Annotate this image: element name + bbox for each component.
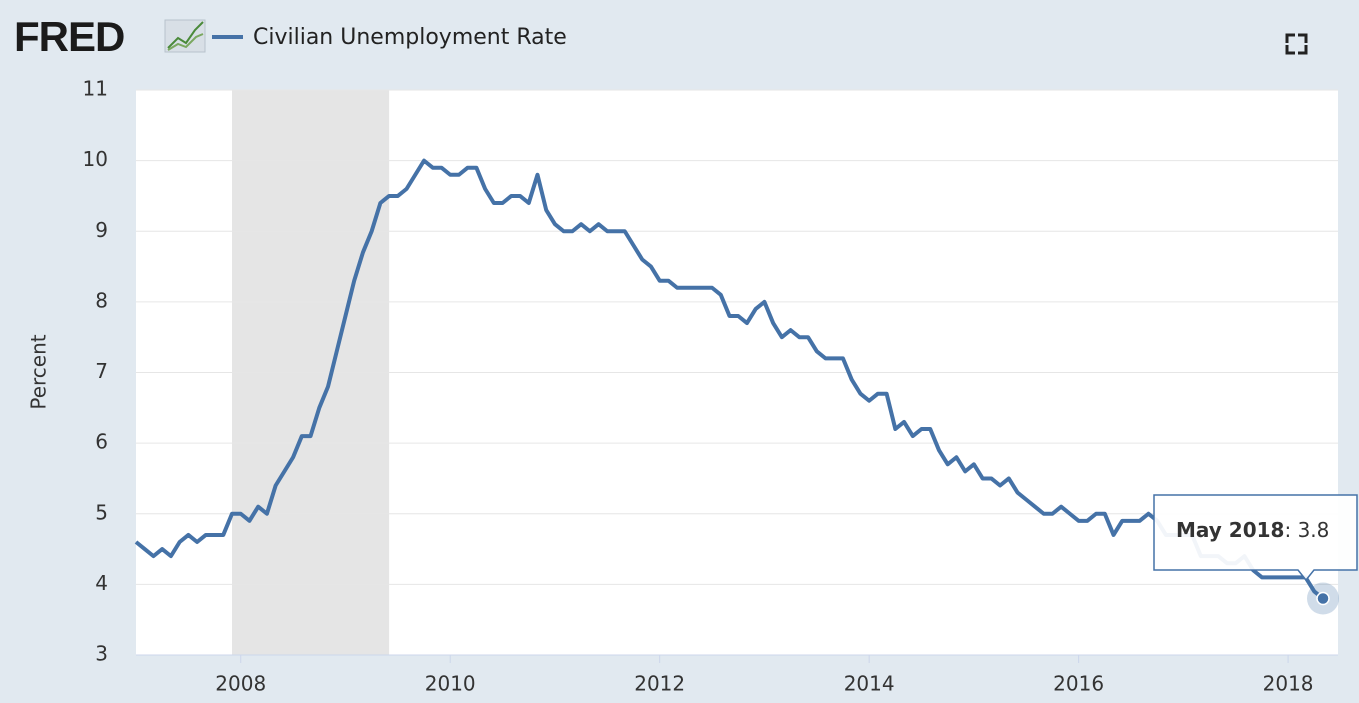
- hover-point: [1316, 591, 1330, 606]
- x-tick-label: 2012: [634, 672, 685, 696]
- tooltip-value: 3.8: [1298, 518, 1330, 542]
- tooltip-text: May 2018: 3.8: [1176, 518, 1329, 542]
- x-tick-label: 2014: [844, 672, 895, 696]
- y-tick-label: 5: [95, 500, 108, 524]
- y-axis-label: Percent: [27, 334, 51, 409]
- y-tick-label: 7: [95, 359, 108, 383]
- y-tick-label: 11: [83, 77, 108, 101]
- fullscreen-icon[interactable]: [1285, 33, 1308, 55]
- x-tick-label: 2008: [215, 672, 266, 696]
- logo-icon: [164, 19, 206, 53]
- data-line: [134, 158, 1325, 601]
- legend-label: Civilian Unemployment Rate: [253, 25, 567, 50]
- y-tick-label: 8: [95, 288, 108, 312]
- x-tick-label: 2016: [1053, 672, 1104, 696]
- y-tick-label: 10: [83, 147, 108, 171]
- x-tick-label: 2010: [425, 672, 476, 696]
- y-tick-label: 6: [95, 430, 108, 454]
- tooltip-box: [1153, 494, 1358, 582]
- tooltip-date: May 2018: [1176, 518, 1284, 542]
- logo[interactable]: FRED: [14, 13, 125, 60]
- x-tick-label: 2018: [1263, 672, 1314, 696]
- y-tick-label: 9: [95, 218, 108, 242]
- tooltip-separator: :: [1284, 518, 1297, 542]
- y-tick-label: 4: [95, 571, 108, 595]
- y-tick-label: 3: [95, 642, 108, 666]
